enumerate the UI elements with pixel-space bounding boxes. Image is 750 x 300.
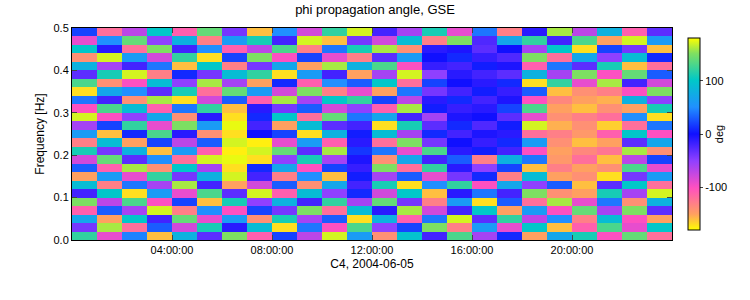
svg-text:0.1: 0.1 xyxy=(54,191,69,203)
svg-text:20:00:00: 20:00:00 xyxy=(551,244,594,256)
svg-text:0.0: 0.0 xyxy=(54,234,69,246)
svg-text:deg: deg xyxy=(713,125,725,143)
svg-text:phi propagation angle, GSE: phi propagation angle, GSE xyxy=(295,2,455,17)
svg-text:0: 0 xyxy=(705,128,711,140)
svg-text:0.4: 0.4 xyxy=(54,64,69,76)
svg-text:100: 100 xyxy=(705,75,723,87)
svg-text:0.3: 0.3 xyxy=(54,107,69,119)
svg-text:12:00:00: 12:00:00 xyxy=(351,244,394,256)
svg-text:-100: -100 xyxy=(705,181,727,193)
svg-text:16:00:00: 16:00:00 xyxy=(451,244,494,256)
svg-text:0.5: 0.5 xyxy=(54,22,69,34)
svg-text:08:00:00: 08:00:00 xyxy=(251,244,294,256)
svg-text:0.2: 0.2 xyxy=(54,149,69,161)
svg-text:Frequency [Hz]: Frequency [Hz] xyxy=(33,93,47,174)
svg-text:04:00:00: 04:00:00 xyxy=(151,244,194,256)
svg-text:C4, 2004-06-05: C4, 2004-06-05 xyxy=(330,257,414,271)
